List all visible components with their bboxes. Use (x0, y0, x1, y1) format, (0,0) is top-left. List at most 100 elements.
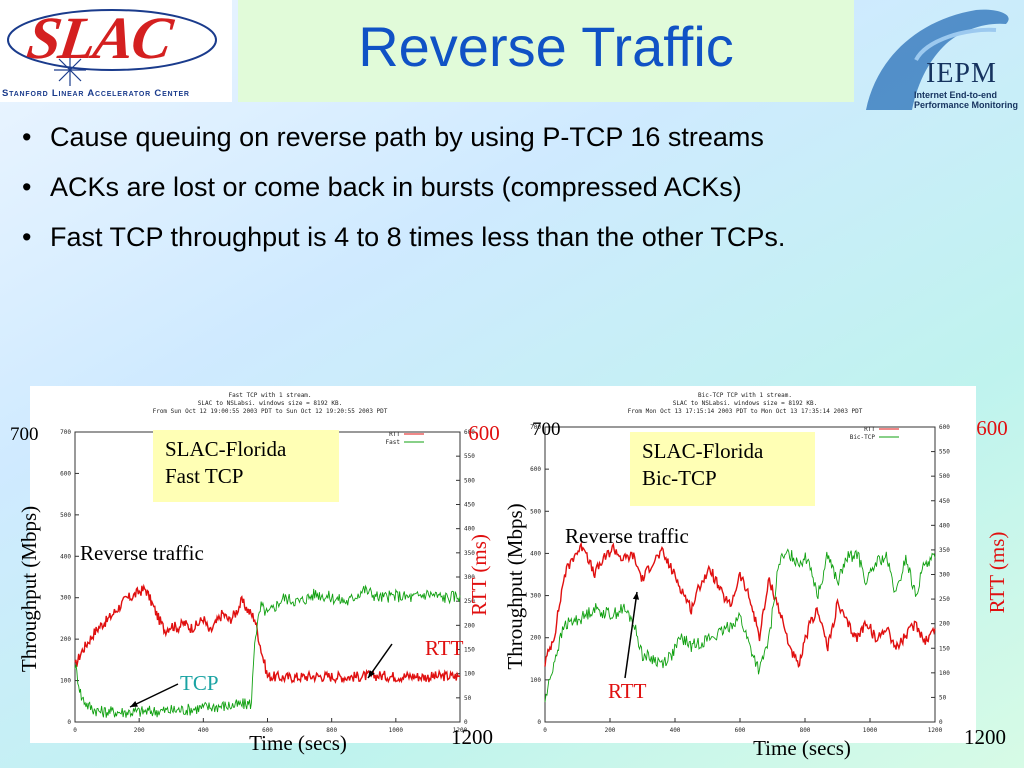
y-right-tick-label: 50 (464, 695, 472, 702)
chart-header-line: From Sun Oct 12 19:00:55 2003 PDT to Sun… (153, 408, 388, 415)
y-right-tick-label: 550 (939, 449, 950, 456)
y-right-tick-label: 200 (464, 622, 475, 629)
y-left-tick-label: 500 (530, 508, 541, 515)
slac-subtitle: Stanford Linear Accelerator Center (2, 88, 190, 99)
x-tick-label: 1200 (928, 727, 943, 734)
callout-box (630, 432, 815, 506)
chart-header-line: Fast TCP with 1 stream. (228, 392, 311, 399)
y-left-tick-label: 100 (60, 678, 71, 685)
x-tick-label: 800 (800, 727, 811, 734)
y-right-tick-label: 400 (464, 526, 475, 533)
y-axis-right-title: RTT (ms) (467, 534, 491, 616)
y-left-tick-label: 700 (60, 429, 71, 436)
legend-label: Fast (386, 439, 401, 446)
dolphin-icon (866, 9, 1009, 110)
chart-header-line: Bic-TCP TCP with 1 stream. (698, 392, 792, 399)
rtt-arrowhead (368, 670, 375, 678)
chart-header-line: SLAC to NSLabsi. windows size = 8192 KB. (673, 400, 818, 407)
bullet-item: ACKs are lost or come back in bursts (co… (22, 162, 785, 212)
x-tick-label: 1000 (863, 727, 878, 734)
y-right-tick-label: 500 (939, 473, 950, 480)
y-left-tick-label: 300 (60, 595, 71, 602)
y-right-tick-label: 450 (464, 502, 475, 509)
x-tick-label: 200 (605, 727, 616, 734)
y-right-tick-label: 550 (464, 453, 475, 460)
series-line-rtt (544, 541, 936, 669)
y-right-tick-label: 150 (939, 645, 950, 652)
legend-label: Bic-TCP (850, 434, 876, 441)
y-left-tick-label: 400 (60, 553, 71, 560)
callout-text: SLAC-Florida (642, 439, 764, 463)
x-axis-end-label: 1200 (451, 725, 493, 749)
x-tick-label: 0 (543, 727, 547, 734)
y-right-tick-label: 600 (464, 429, 475, 436)
y-right-tick-label: 600 (939, 424, 950, 431)
legend-label: RTT (389, 431, 400, 438)
rtt-arrow (624, 591, 638, 679)
y-right-tick-label: 250 (939, 596, 950, 603)
y-right-tick-label: 200 (939, 621, 950, 628)
rtt-label: RTT (608, 679, 647, 703)
x-tick-label: 200 (134, 727, 145, 734)
y-right-tick-label: 300 (939, 572, 950, 579)
y-right-tick-label: 50 (939, 694, 947, 701)
y-right-tick-label: 0 (464, 719, 468, 726)
x-tick-label: 600 (735, 727, 746, 734)
right-axis-max-label: 600 (468, 421, 500, 445)
rtt-label: RTT (425, 636, 464, 660)
y-axis-left-title: Throughput (Mbps) (17, 506, 41, 672)
iepm-logo: IEPM Internet End-to-end Performance Mon… (856, 0, 1024, 118)
y-left-tick-label: 400 (530, 550, 541, 557)
x-axis-title: Time (secs) (753, 736, 851, 760)
y-left-tick-label: 0 (67, 719, 71, 726)
slide-title: Reverse Traffic (358, 15, 734, 78)
series-line-fast (74, 584, 461, 718)
y-right-tick-label: 0 (939, 719, 943, 726)
rtt-arrowhead (632, 592, 640, 600)
y-left-tick-label: 300 (530, 593, 541, 600)
right-axis-max-label: 600 (976, 416, 1008, 440)
iepm-line-1: Internet End-to-end (914, 90, 997, 100)
y-right-tick-label: 400 (939, 522, 950, 529)
x-tick-label: 1200 (453, 727, 468, 734)
y-left-tick-label: 600 (60, 470, 71, 477)
y-right-tick-label: 450 (939, 498, 950, 505)
x-tick-label: 800 (326, 727, 337, 734)
bullet-list: Cause queuing on reverse path by using P… (22, 112, 785, 262)
iepm-caption: Internet End-to-end Performance Monitori… (914, 90, 1018, 110)
callout-text: Bic-TCP (642, 466, 717, 490)
x-tick-label: 0 (73, 727, 77, 734)
y-left-tick-label: 200 (60, 636, 71, 643)
y-right-tick-label: 100 (939, 670, 950, 677)
iepm-wordmark: IEPM (926, 58, 997, 89)
reverse-traffic-label: Reverse traffic (80, 541, 204, 565)
y-right-tick-label: 250 (464, 598, 475, 605)
x-axis-end-label: 1200 (964, 725, 1006, 749)
iepm-line-2: Performance Monitoring (914, 100, 1019, 110)
y-axis-left-title: Throughput (Mbps) (503, 503, 527, 669)
slac-star-icon (7, 9, 217, 86)
y-right-tick-label: 150 (464, 647, 475, 654)
x-axis-title: Time (secs) (249, 731, 347, 755)
y-left-tick-label: 100 (530, 677, 541, 684)
tcp-label: TCP (180, 671, 219, 695)
callout-text: Fast TCP (165, 464, 243, 488)
callout-text: SLAC-Florida (165, 437, 287, 461)
y-left-tick-label: 700 (530, 424, 541, 431)
tcp-arrowhead (130, 701, 138, 707)
series-line-bic-tcp (544, 548, 936, 703)
title-box: Reverse Traffic (238, 0, 854, 102)
y-left-tick-label: 200 (530, 635, 541, 642)
fast-tcp-chart: Fast TCP with 1 stream.SLAC to NSLabsi. … (10, 392, 500, 755)
callout-box (153, 430, 339, 502)
y-left-tick-label: 0 (537, 719, 541, 726)
y-left-tick-label: 600 (530, 466, 541, 473)
left-axis-max-label: 700 (10, 424, 39, 445)
x-tick-label: 600 (262, 727, 273, 734)
y-right-tick-label: 500 (464, 477, 475, 484)
legend-label: RTT (864, 426, 875, 433)
chart-header-line: SLAC to NSLabsi. windows size = 8192 KB. (198, 400, 343, 407)
chart-header-line: From Mon Oct 13 17:15:14 2003 PDT to Mon… (628, 408, 863, 415)
bullet-item: Fast TCP throughput is 4 to 8 times less… (22, 212, 785, 262)
slac-logo: SLAC Stanford Linear Accelerator Center (0, 0, 232, 102)
